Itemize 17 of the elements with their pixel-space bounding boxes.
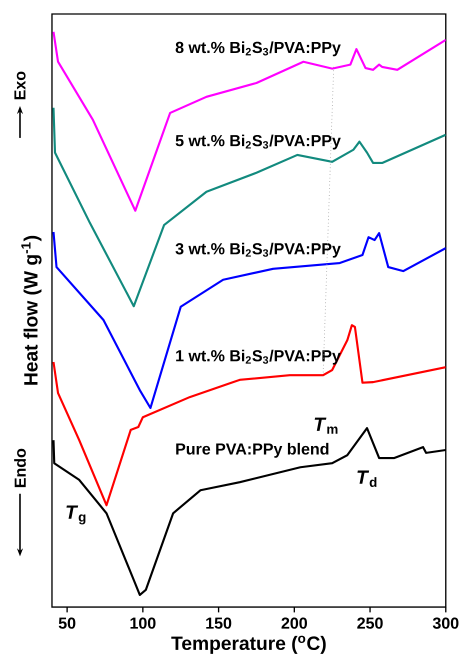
text: Endo — [14, 448, 26, 488]
series-label: 5 wt.% Bi$_{2}$S$_{3}$/PVA:PPy — [176, 134, 341, 150]
text: Exo — [14, 72, 26, 100]
y-axis-title: Heat flow (W g$^{-1}$) — [21, 236, 42, 385]
annotation: T$_{d}$ — [358, 470, 377, 487]
x-tick-label: 150 — [206, 617, 232, 629]
annotation: T$_{m}$ — [314, 418, 338, 434]
annotation: T$_{g}$ — [66, 506, 86, 524]
series-label: 8 wt.% Bi$_{2}$S$_{3}$/PVA:PPy — [176, 41, 341, 56]
series-label: 3 wt.% Bi$_{2}$S$_{3}$/PVA:PPy — [176, 242, 341, 258]
x-tick-label: 200 — [282, 617, 308, 629]
x-tick-label: 50 — [58, 617, 76, 629]
x-tick-label: 250 — [357, 617, 383, 629]
series-label: Pure PVA:PPy blend — [176, 442, 329, 458]
x-tick-label: 300 — [432, 617, 459, 629]
x-axis-title: Temperature ($^{o}$C) — [171, 636, 326, 654]
x-tick-label: 100 — [130, 617, 156, 629]
